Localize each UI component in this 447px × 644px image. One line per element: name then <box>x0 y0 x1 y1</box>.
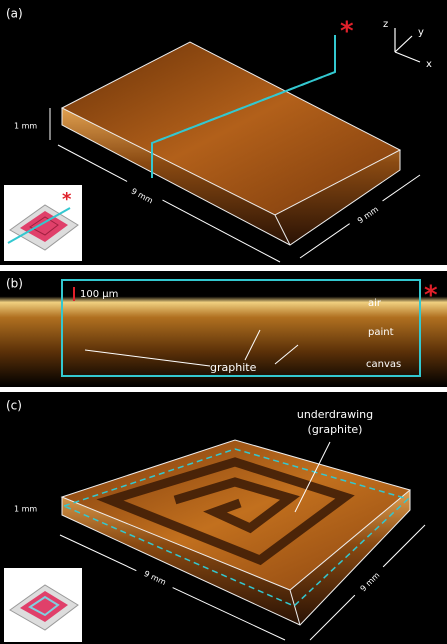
panel-label: (b) <box>6 277 23 291</box>
panel-label: (c) <box>6 399 22 413</box>
marker: * <box>340 17 354 47</box>
annotation: graphite <box>210 361 257 374</box>
inset <box>4 568 82 642</box>
figure: * (a) z y x 1 mm 9 mm 9 mm * (b) * 100 µ… <box>0 0 447 644</box>
marker: * <box>424 281 438 311</box>
layer-label: canvas <box>366 359 401 370</box>
axis-label: y <box>418 27 424 38</box>
axis-label: x <box>426 59 432 70</box>
annotation: underdrawing <box>297 408 373 421</box>
thickness-label: 1 mm <box>14 122 37 131</box>
marker: * <box>62 189 72 210</box>
thickness-label: 1 mm <box>14 505 37 514</box>
inset: * <box>4 185 82 261</box>
layer-label: air <box>368 298 382 309</box>
annotation: (graphite) <box>308 423 363 436</box>
layer-label: paint <box>368 327 394 338</box>
panel-label: (a) <box>6 7 23 21</box>
scale-label: 100 µm <box>80 289 118 300</box>
axis-label: z <box>383 19 388 30</box>
